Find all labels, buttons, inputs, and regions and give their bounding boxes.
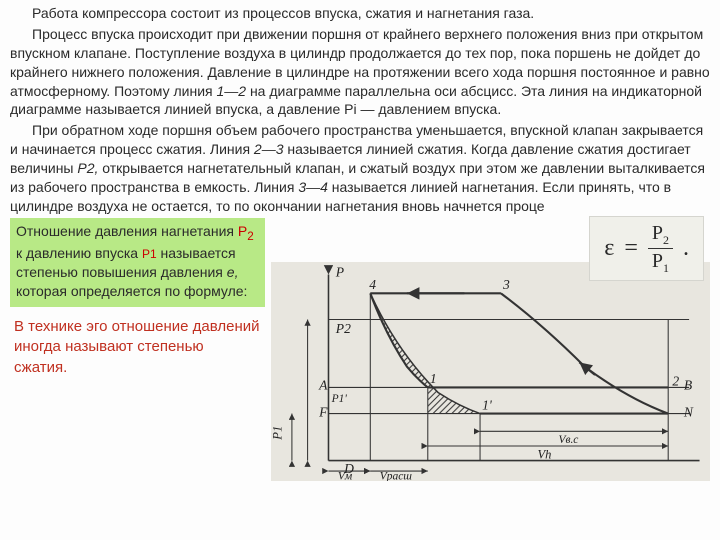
lbl-Vras: Vрасш (380, 470, 413, 481)
lbl-B: B (684, 377, 692, 392)
lbl-Vh: Vh (538, 447, 552, 461)
definition-box: Отношение давления нагнетания P2 к давле… (10, 218, 265, 307)
lbl-F: F (318, 404, 328, 419)
lbl-N: N (683, 404, 694, 419)
pv-diagram: P A F B N D 4 3 2 1 1' P2 P1' Vм Vрасш V… (271, 262, 710, 482)
lbl-P1: P1 (271, 426, 284, 441)
red-note: В технике эго отношение давлений иногда … (10, 317, 265, 378)
lbl-3: 3 (502, 277, 510, 292)
lbl-P2: P2 (335, 321, 351, 336)
lbl-4: 4 (369, 277, 376, 292)
lbl-Vbc: Vв.с (558, 434, 578, 446)
para-1: Работа компрессора состоит из процессов … (10, 4, 710, 23)
formula: ε = P2 P1 . (589, 216, 704, 281)
para-3: При обратном ходе поршня объем рабочего … (10, 121, 710, 215)
lbl-P: P (335, 264, 344, 279)
lbl-A: A (318, 377, 328, 392)
para-2: Процесс впуска происходит при движении п… (10, 25, 710, 119)
lbl-Vm: Vм (338, 470, 353, 481)
lbl-P1p: P1' (331, 393, 348, 405)
lbl-1p: 1' (482, 397, 493, 412)
lbl-1: 1 (430, 371, 437, 386)
lbl-2: 2 (672, 373, 679, 388)
